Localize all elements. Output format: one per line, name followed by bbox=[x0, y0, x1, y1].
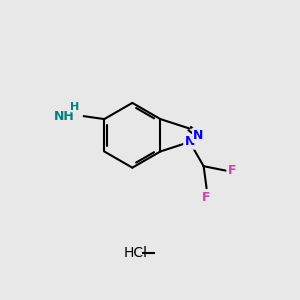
Text: F: F bbox=[202, 190, 211, 204]
Text: NH: NH bbox=[54, 110, 75, 123]
Text: H: H bbox=[70, 102, 80, 112]
Text: N: N bbox=[193, 129, 204, 142]
Text: F: F bbox=[228, 164, 236, 177]
Text: HCl: HCl bbox=[123, 246, 147, 260]
Text: N: N bbox=[184, 136, 195, 148]
